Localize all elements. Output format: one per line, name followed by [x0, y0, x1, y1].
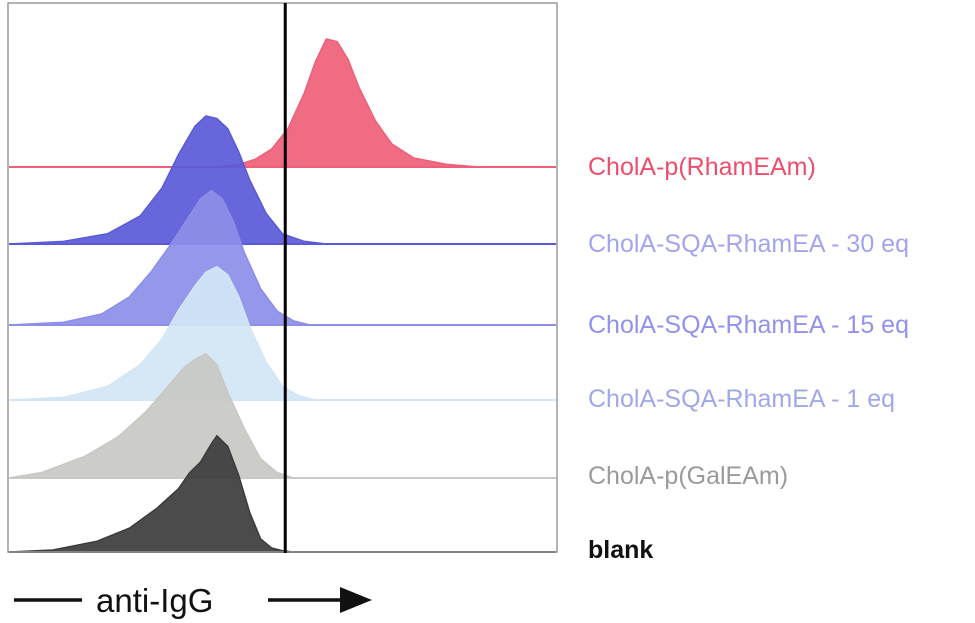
series-labels: CholA-p(RhamEAm) CholA-SQA-RhamEA - 30 eq… [588, 153, 909, 564]
histogram-traces [8, 38, 556, 553]
histogram-trace-1 [8, 352, 556, 479]
histogram-trace-3 [8, 189, 556, 326]
series-label-0: blank [588, 536, 653, 564]
series-label-4: CholA-SQA-RhamEA - 30 eq [588, 230, 909, 258]
histogram-trace-4 [8, 115, 556, 245]
x-axis: anti-IgG [14, 582, 372, 619]
histogram-trace-2 [8, 265, 556, 401]
series-label-2: CholA-SQA-RhamEA - 1 eq [588, 385, 895, 413]
series-label-1: CholA-p(GalEAm) [588, 462, 788, 490]
series-label-5: CholA-p(RhamEAm) [588, 153, 816, 181]
x-axis-label: anti-IgG [96, 582, 213, 619]
histogram-trace-5 [9, 38, 556, 168]
histogram-trace-0 [8, 434, 556, 553]
x-axis-arrow-head-icon [340, 587, 372, 613]
series-label-3: CholA-SQA-RhamEA - 15 eq [588, 311, 909, 339]
plot-frame [7, 2, 558, 553]
